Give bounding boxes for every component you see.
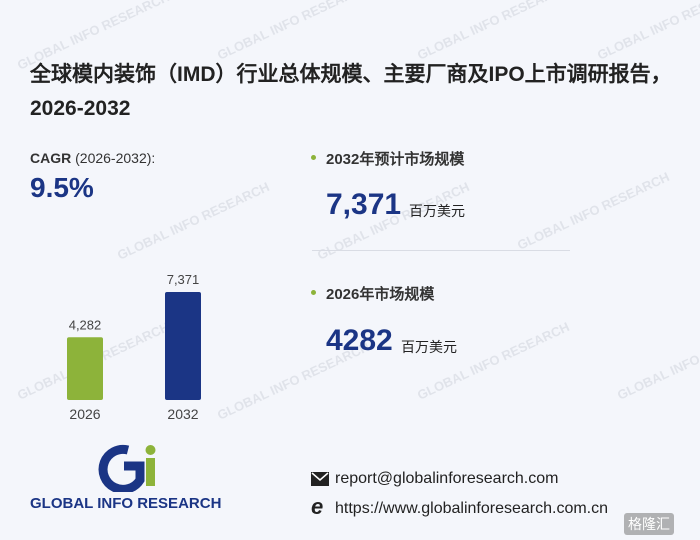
bullet bbox=[311, 290, 316, 295]
watermark-text: GLOBAL INFO RESEARCH bbox=[215, 0, 372, 63]
bar-chart: 4,282 2026 7,371 2032 bbox=[67, 272, 201, 422]
stat-unit: 百万美元 bbox=[409, 203, 465, 219]
logo-mark bbox=[98, 444, 156, 492]
browser-icon: e bbox=[311, 494, 324, 519]
email-icon bbox=[311, 472, 329, 486]
corner-watermark: 格隆汇 bbox=[624, 513, 674, 535]
stat-value: 7,371 bbox=[326, 188, 402, 221]
cagr-name: CAGR bbox=[30, 150, 72, 166]
url[interactable]: https://www.globalinforesearch.com.cn bbox=[335, 500, 609, 517]
stat-unit: 百万美元 bbox=[401, 339, 457, 355]
cagr-label: CAGR (2026-2032): bbox=[30, 150, 155, 166]
cagr-period: (2026-2032): bbox=[75, 150, 156, 166]
watermark-text: GLOBAL INFO RESEARCH bbox=[415, 319, 572, 403]
bullet bbox=[311, 155, 316, 160]
email[interactable]: report@globalinforesearch.com bbox=[335, 470, 559, 487]
cagr-value: 9.5% bbox=[30, 172, 94, 203]
value-label: 4,282 bbox=[69, 317, 102, 332]
value-label: 7,371 bbox=[167, 272, 200, 287]
bar bbox=[165, 292, 201, 400]
category-label: 2026 bbox=[69, 406, 100, 422]
title: 全球模内装饰（IMD）行业总体规模、主要厂商及IPO上市调研报告，2026-20… bbox=[30, 63, 672, 120]
watermark-text: GLOBAL INFO RESEARCH bbox=[615, 319, 700, 403]
stat-label: 2032年预计市场规模 bbox=[326, 151, 465, 168]
category-label: 2032 bbox=[167, 406, 198, 422]
separator bbox=[312, 250, 570, 251]
stat-label: 2026年市场规模 bbox=[326, 286, 435, 303]
bar bbox=[67, 337, 103, 400]
watermark-text: GLOBAL INFO RESEARCH bbox=[515, 169, 672, 253]
logo-text: GLOBAL INFO RESEARCH bbox=[30, 495, 222, 512]
watermark-text: GLOBAL INFO RESEARCH bbox=[595, 0, 700, 63]
watermark-text: GLOBAL INFO RESEARCH bbox=[415, 0, 572, 63]
stat-value: 4282 bbox=[326, 324, 393, 357]
